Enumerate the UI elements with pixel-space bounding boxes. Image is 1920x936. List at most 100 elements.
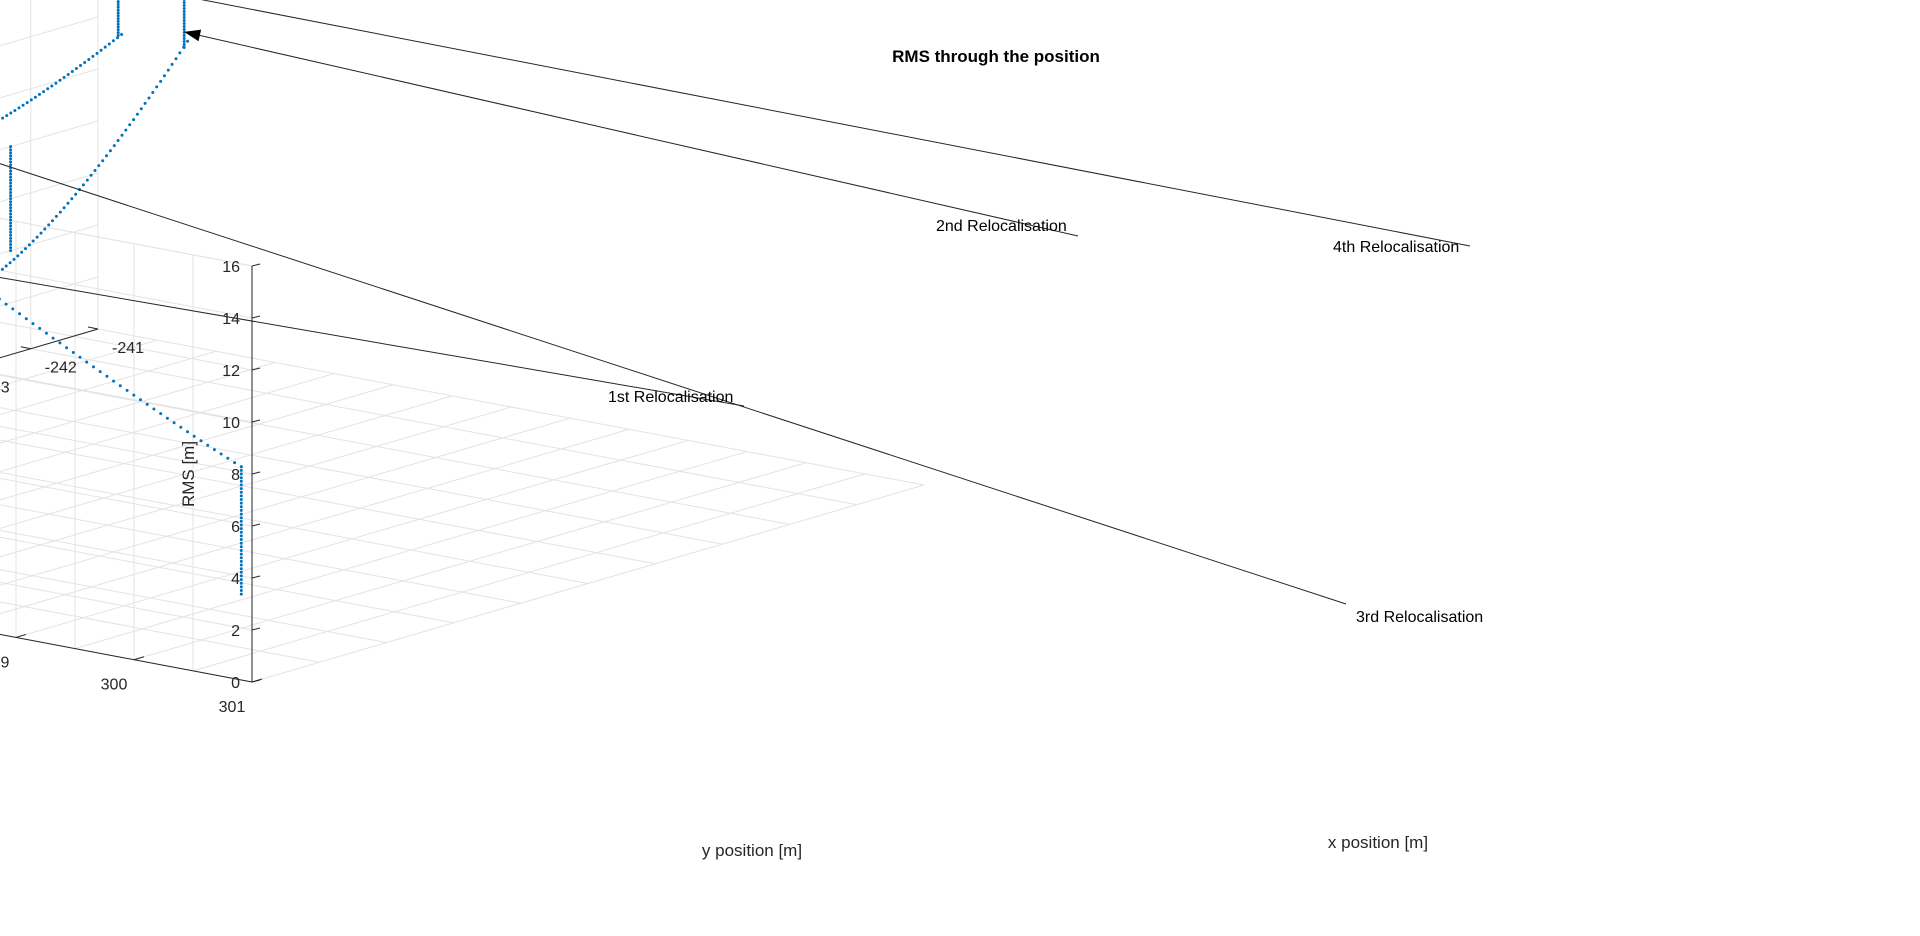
- grid-line-wall-a-horizontal: [0, 321, 253, 371]
- data-point: [105, 374, 109, 378]
- data-point: [132, 393, 136, 397]
- x-tick-label: -243: [0, 379, 10, 396]
- grid-line-floor-y: [251, 484, 925, 683]
- data-point: [9, 184, 13, 188]
- grid-line-floor-y: [0, 395, 453, 529]
- data-point: [159, 79, 163, 83]
- data-point: [239, 585, 243, 589]
- data-point: [139, 107, 143, 111]
- data-point: [74, 192, 78, 196]
- data-point: [182, 25, 186, 28]
- data-point: [9, 239, 13, 243]
- z-tick-label: 2: [231, 623, 240, 640]
- data-point: [239, 512, 243, 516]
- data-point: [239, 523, 243, 527]
- data-point: [9, 209, 13, 213]
- x-tick-mark: [20, 346, 31, 350]
- data-point: [226, 456, 230, 460]
- data-point: [116, 8, 120, 12]
- z-axis-label: RMS [m]: [179, 441, 198, 507]
- grid-line-floor-y: [0, 384, 394, 501]
- data-point: [9, 145, 13, 149]
- grid-line-floor-y: [15, 439, 689, 638]
- grid-line-floor-y: [0, 339, 158, 387]
- grid-line-wall-b-horizontal: [0, 224, 99, 255]
- data-point: [199, 439, 203, 443]
- annotation-arrow-line: [184, 31, 1079, 237]
- data-point: [120, 133, 124, 137]
- data-point: [66, 201, 70, 205]
- data-point: [239, 476, 243, 480]
- data-point: [107, 42, 111, 46]
- data-point: [182, 43, 186, 46]
- data-point: [47, 223, 51, 227]
- data-point: [239, 578, 243, 582]
- data-point: [233, 461, 237, 465]
- data-point: [9, 157, 13, 161]
- data-point: [27, 243, 31, 247]
- data-point: [9, 246, 13, 250]
- y-axis-line: [0, 633, 253, 683]
- data-point: [58, 78, 62, 82]
- data-point: [116, 14, 120, 18]
- y-tick-label: 300: [101, 677, 128, 694]
- data-point: [178, 51, 182, 55]
- data-point: [239, 574, 243, 578]
- grid-line-wall-b-horizontal: [0, 68, 99, 99]
- data-point: [145, 402, 149, 406]
- data-point: [206, 443, 210, 447]
- data-point: [85, 178, 89, 182]
- data-point: [62, 206, 66, 210]
- data-point: [24, 317, 28, 321]
- data-point: [182, 19, 186, 22]
- data-point: [120, 33, 124, 36]
- grid-line-floor-y: [0, 350, 217, 416]
- annotation-4th-relocalisation: 4th Relocalisation: [1333, 239, 1459, 256]
- data-point: [24, 247, 27, 251]
- data-point: [239, 527, 243, 531]
- data-point: [9, 111, 13, 115]
- data-point: [116, 3, 120, 6]
- data-point: [147, 96, 151, 100]
- data-point: [101, 159, 105, 163]
- grid-line-floor-x: [0, 439, 656, 565]
- data-point: [179, 425, 183, 429]
- z-tick-mark: [251, 523, 261, 527]
- data-point: [58, 341, 62, 345]
- grid-line-floor-y: [0, 406, 512, 558]
- grid-line-wall-b-horizontal: [0, 172, 99, 203]
- data-point: [239, 549, 243, 552]
- data-point: [9, 160, 13, 164]
- data-point: [239, 559, 243, 563]
- data-point: [44, 331, 48, 335]
- data-point: [182, 1, 186, 4]
- data-point: [239, 487, 243, 491]
- data-point: [192, 434, 196, 438]
- data-point: [116, 5, 120, 9]
- data-point: [239, 468, 243, 472]
- x-tick-label: -241: [112, 340, 144, 357]
- data-point: [239, 556, 243, 560]
- x-axis-label: x position [m]: [1328, 833, 1428, 852]
- x-tick-mark: [87, 326, 99, 330]
- grid-line-floor-y: [74, 451, 748, 650]
- data-point: [9, 206, 13, 210]
- data-point: [186, 39, 190, 43]
- data-point: [239, 570, 243, 574]
- data-point: [182, 34, 186, 37]
- data-point: [239, 479, 243, 483]
- data-point: [239, 538, 243, 541]
- x-tick-label: -242: [45, 360, 77, 377]
- data-point: [9, 203, 13, 207]
- data-point: [152, 407, 156, 411]
- data-point: [9, 172, 13, 176]
- data-point: [182, 7, 186, 10]
- data-point: [9, 230, 13, 234]
- data-point: [65, 346, 69, 350]
- data-point: [182, 0, 186, 1]
- data-point: [165, 416, 169, 420]
- z-tick-mark: [251, 367, 261, 371]
- z-tick-label: 10: [222, 415, 240, 432]
- grid-line-floor-x: [0, 569, 387, 644]
- data-point: [83, 61, 87, 64]
